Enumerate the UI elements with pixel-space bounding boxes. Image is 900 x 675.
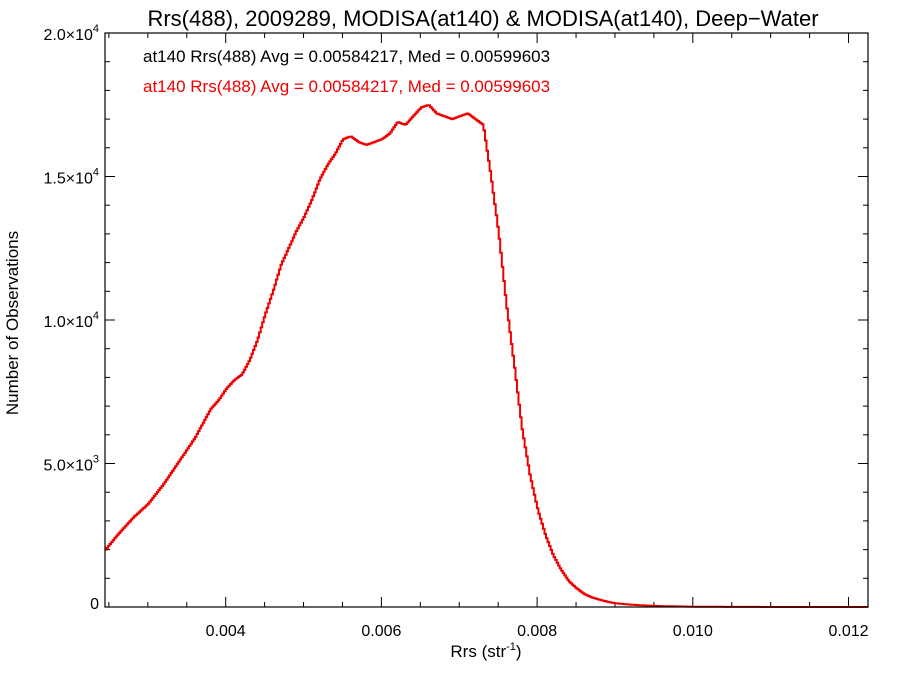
x-tick-label: 0.008 (517, 623, 557, 640)
x-tick-label: 0.006 (361, 623, 401, 640)
y-tick-label: 1.0×104 (43, 310, 99, 331)
x-tick-label: 0.010 (673, 623, 713, 640)
histogram-line-1 (105, 104, 868, 608)
x-axis-label: Rrs (str-1) (450, 641, 521, 661)
y-tick-label: 0 (90, 596, 99, 613)
plot-frame (104, 32, 869, 608)
y-tick-label: 1.5×104 (43, 167, 99, 188)
y-axis-label: Number of Observations (3, 231, 22, 415)
y-axis-ticks: 0 5.0×103 1.0×104 1.5×104 2.0×104 (43, 23, 868, 613)
x-axis-ticks: 0.004 0.006 0.008 0.010 0.012 (108, 33, 869, 640)
y-tick-label: 5.0×103 (43, 454, 99, 475)
plot-series (105, 104, 868, 608)
x-tick-label: 0.012 (829, 623, 869, 640)
legend-entry-1: at140 Rrs(488) Avg = 0.00584217, Med = 0… (143, 47, 550, 66)
legend: at140 Rrs(488) Avg = 0.00584217, Med = 0… (143, 47, 550, 96)
legend-entry-2: at140 Rrs(488) Avg = 0.00584217, Med = 0… (143, 77, 550, 96)
y-tick-label: 2.0×104 (43, 23, 99, 44)
chart-title: Rrs(488), 2009289, MODISA(at140) & MODIS… (147, 6, 818, 31)
x-tick-label: 0.004 (206, 623, 246, 640)
